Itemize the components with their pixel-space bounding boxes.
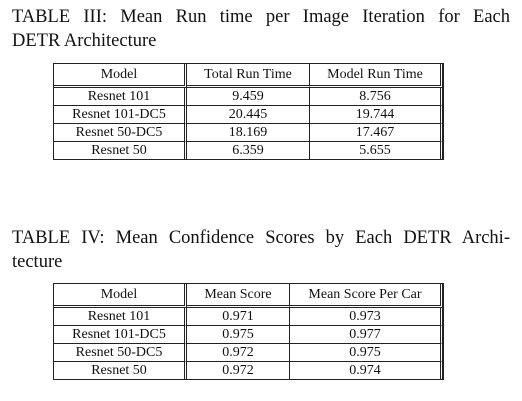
table-4-grid: Model Mean Score Mean Score Per Car Resn… xyxy=(53,283,444,380)
table-3-cell-total: 20.445 xyxy=(187,106,310,124)
table-3-cell-model-time: 5.655 xyxy=(310,142,443,159)
table-4-caption-line-1: TABLE IV: Mean Confidence Scores by Each… xyxy=(12,228,510,248)
table-3-grid: Model Total Run Time Model Run Time Resn… xyxy=(53,63,444,160)
table-3-cell-model-time: 17.467 xyxy=(310,124,443,142)
table-4: Model Mean Score Mean Score Per Car Resn… xyxy=(53,283,444,380)
table-row: Resnet 50 0.972 0.974 xyxy=(54,362,443,379)
table-3-cell-model-time: 8.756 xyxy=(310,88,443,106)
table-4-cell-mean-score: 0.972 xyxy=(187,362,290,379)
table-3-header-row: Model Total Run Time Model Run Time xyxy=(54,64,443,88)
table-3-cell-total: 18.169 xyxy=(187,124,310,142)
table-3-cell-model: Resnet 101 xyxy=(54,88,187,106)
table-3-cell-model: Resnet 50 xyxy=(54,142,187,159)
table-3-caption-cont: DETR Architecture xyxy=(12,29,510,77)
table-3-header-total-run-time: Total Run Time xyxy=(187,64,310,88)
table-4-cell-mean-score-per-car: 0.973 xyxy=(290,308,443,326)
table-4-header-row: Model Mean Score Mean Score Per Car xyxy=(54,284,443,308)
table-3-cell-total: 9.459 xyxy=(187,88,310,106)
table-4-cell-mean-score: 0.971 xyxy=(187,308,290,326)
table-row: Resnet 101 0.971 0.973 xyxy=(54,308,443,326)
table-3-cell-model: Resnet 50-DC5 xyxy=(54,124,187,142)
table-4-caption-line-2: tecture xyxy=(12,252,63,272)
table-4-cell-model: Resnet 50 xyxy=(54,362,187,379)
table-4-cell-model: Resnet 101 xyxy=(54,308,187,326)
table-row: Resnet 50-DC5 18.169 17.467 xyxy=(54,124,443,142)
table-4-cell-model: Resnet 50-DC5 xyxy=(54,344,187,362)
table-3: Model Total Run Time Model Run Time Resn… xyxy=(53,63,444,160)
table-row: Resnet 50-DC5 0.972 0.975 xyxy=(54,344,443,362)
table-4-cell-mean-score-per-car: 0.975 xyxy=(290,344,443,362)
table-4-cell-model: Resnet 101-DC5 xyxy=(54,326,187,344)
table-3-caption: TABLE III: Mean Run time per Image Itera… xyxy=(12,5,510,53)
table-3-cell-total: 6.359 xyxy=(187,142,310,159)
table-row: Resnet 101-DC5 0.975 0.977 xyxy=(54,326,443,344)
table-4-header-model: Model xyxy=(54,284,187,308)
table-4-caption: TABLE IV: Mean Confidence Scores by Each… xyxy=(12,226,510,274)
table-3-cell-model: Resnet 101-DC5 xyxy=(54,106,187,124)
table-row: Resnet 101-DC5 20.445 19.744 xyxy=(54,106,443,124)
table-4-cell-mean-score: 0.972 xyxy=(187,344,290,362)
table-4-cell-mean-score-per-car: 0.974 xyxy=(290,362,443,379)
table-row: Resnet 50 6.359 5.655 xyxy=(54,142,443,159)
table-3-caption-line-1: TABLE III: Mean Run time per Image Itera… xyxy=(12,7,510,27)
table-4-caption-cont: tecture xyxy=(12,250,510,298)
table-4-header-mean-score: Mean Score xyxy=(187,284,290,308)
table-3-header-model-run-time: Model Run Time xyxy=(310,64,443,88)
table-4-cell-mean-score-per-car: 0.977 xyxy=(290,326,443,344)
table-3-cell-model-time: 19.744 xyxy=(310,106,443,124)
table-row: Resnet 101 9.459 8.756 xyxy=(54,88,443,106)
table-4-cell-mean-score: 0.975 xyxy=(187,326,290,344)
table-4-header-mean-score-per-car: Mean Score Per Car xyxy=(290,284,443,308)
table-3-header-model: Model xyxy=(54,64,187,88)
table-3-caption-line-2: DETR Architecture xyxy=(12,31,157,51)
